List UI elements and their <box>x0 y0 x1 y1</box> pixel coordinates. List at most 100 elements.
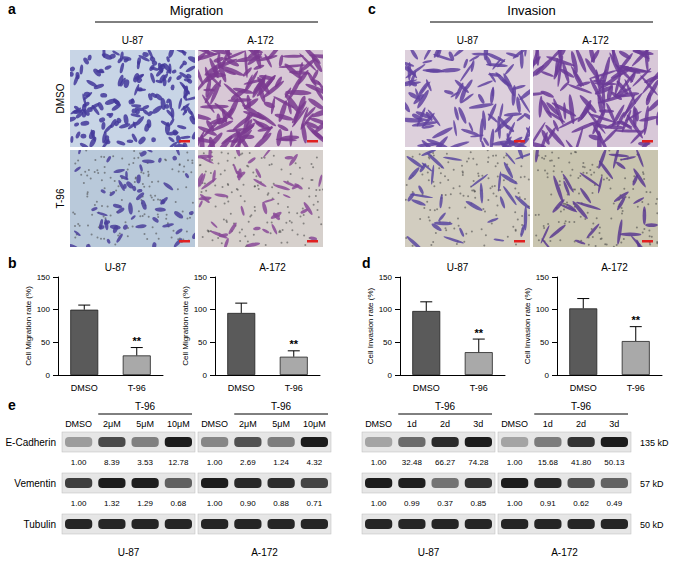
svg-text:1.00: 1.00 <box>71 458 87 467</box>
svg-text:0.49: 0.49 <box>607 499 623 508</box>
svg-text:74.28: 74.28 <box>468 458 489 467</box>
svg-text:A-172: A-172 <box>251 547 278 558</box>
svg-text:5μM: 5μM <box>136 419 154 429</box>
svg-text:32.48: 32.48 <box>402 458 423 467</box>
svg-text:1.00: 1.00 <box>207 499 223 508</box>
svg-text:1.00: 1.00 <box>507 458 523 467</box>
svg-text:A-172: A-172 <box>601 262 628 273</box>
svg-text:1.00: 1.00 <box>507 499 523 508</box>
svg-text:d: d <box>362 255 371 271</box>
svg-text:0: 0 <box>46 371 51 380</box>
svg-text:U-87: U-87 <box>122 35 144 46</box>
svg-text:A-172: A-172 <box>551 547 578 558</box>
svg-text:2.69: 2.69 <box>240 458 256 467</box>
svg-text:1.00: 1.00 <box>371 499 387 508</box>
svg-text:0.85: 0.85 <box>471 499 487 508</box>
svg-text:U-87: U-87 <box>457 35 479 46</box>
svg-text:T-96: T-96 <box>435 401 455 412</box>
svg-text:0.88: 0.88 <box>273 499 289 508</box>
svg-text:T-96: T-96 <box>470 383 488 393</box>
svg-text:135 kD: 135 kD <box>640 438 669 448</box>
svg-text:1.00: 1.00 <box>371 458 387 467</box>
svg-text:1.00: 1.00 <box>71 499 87 508</box>
svg-text:**: ** <box>289 338 298 350</box>
svg-text:0.71: 0.71 <box>307 499 323 508</box>
svg-text:57 kD: 57 kD <box>640 479 664 489</box>
svg-text:DMSO: DMSO <box>228 383 255 393</box>
svg-text:0: 0 <box>545 371 550 380</box>
svg-text:1d: 1d <box>407 419 417 429</box>
svg-text:Migration: Migration <box>170 3 223 18</box>
svg-text:U-87: U-87 <box>447 262 469 273</box>
svg-text:**: ** <box>631 314 640 326</box>
svg-text:0.37: 0.37 <box>437 499 453 508</box>
svg-text:U-87: U-87 <box>105 262 127 273</box>
svg-text:a: a <box>8 1 16 17</box>
svg-text:50: 50 <box>41 338 50 347</box>
svg-text:1.00: 1.00 <box>207 458 223 467</box>
svg-text:T-96: T-96 <box>285 383 303 393</box>
svg-text:2μM: 2μM <box>239 419 257 429</box>
svg-text:0.68: 0.68 <box>171 499 187 508</box>
svg-text:2μM: 2μM <box>103 419 121 429</box>
svg-text:A-172: A-172 <box>259 262 286 273</box>
svg-text:50: 50 <box>540 338 549 347</box>
svg-text:E-Cadherin: E-Cadherin <box>5 437 56 448</box>
svg-text:**: ** <box>474 327 483 339</box>
svg-text:Cell Migration rate (%): Cell Migration rate (%) <box>24 286 33 366</box>
svg-text:50: 50 <box>383 338 392 347</box>
svg-text:0: 0 <box>203 371 208 380</box>
svg-text:T-96: T-96 <box>271 401 291 412</box>
svg-text:DMSO: DMSO <box>365 419 392 429</box>
svg-text:10μM: 10μM <box>303 419 326 429</box>
svg-text:**: ** <box>132 335 141 347</box>
svg-text:Invasion: Invasion <box>507 3 555 18</box>
svg-text:0.62: 0.62 <box>573 499 589 508</box>
svg-text:50 kD: 50 kD <box>640 520 664 530</box>
svg-text:150: 150 <box>37 273 51 282</box>
svg-text:100: 100 <box>536 305 550 314</box>
svg-text:66.27: 66.27 <box>435 458 456 467</box>
svg-text:0.90: 0.90 <box>240 499 256 508</box>
svg-text:Tubulin: Tubulin <box>24 519 56 530</box>
svg-text:2d: 2d <box>440 419 450 429</box>
svg-text:T-96: T-96 <box>627 383 645 393</box>
svg-text:A-172: A-172 <box>582 35 609 46</box>
svg-text:0: 0 <box>388 371 393 380</box>
svg-text:5μM: 5μM <box>272 419 290 429</box>
svg-text:1d: 1d <box>543 419 553 429</box>
svg-text:12.78: 12.78 <box>168 458 189 467</box>
svg-text:T-96: T-96 <box>571 401 591 412</box>
svg-text:Cell Invasion rate (%): Cell Invasion rate (%) <box>366 287 375 364</box>
svg-text:1.32: 1.32 <box>104 499 120 508</box>
svg-text:15.68: 15.68 <box>538 458 559 467</box>
svg-text:T-96: T-96 <box>55 188 66 208</box>
svg-text:150: 150 <box>194 273 208 282</box>
svg-text:3d: 3d <box>473 419 483 429</box>
svg-text:DMSO: DMSO <box>413 383 440 393</box>
svg-text:Cell Migration rate (%): Cell Migration rate (%) <box>181 286 190 366</box>
svg-text:U-87: U-87 <box>118 547 140 558</box>
svg-text:100: 100 <box>194 305 208 314</box>
svg-text:U-87: U-87 <box>418 547 440 558</box>
svg-text:10μM: 10μM <box>167 419 190 429</box>
svg-text:3d: 3d <box>609 419 619 429</box>
svg-text:1.24: 1.24 <box>273 458 289 467</box>
svg-text:DMSO: DMSO <box>570 383 597 393</box>
svg-text:150: 150 <box>379 273 393 282</box>
svg-text:DMSO: DMSO <box>501 419 528 429</box>
svg-text:DMSO: DMSO <box>55 83 66 113</box>
svg-text:DMSO: DMSO <box>65 419 92 429</box>
svg-text:50: 50 <box>198 338 207 347</box>
svg-text:e: e <box>8 397 16 413</box>
svg-text:Cell Invasion rate (%): Cell Invasion rate (%) <box>523 287 532 364</box>
svg-text:0.99: 0.99 <box>404 499 420 508</box>
svg-text:2d: 2d <box>576 419 586 429</box>
svg-text:b: b <box>8 255 17 271</box>
svg-text:3.53: 3.53 <box>137 458 153 467</box>
svg-text:T-96: T-96 <box>128 383 146 393</box>
svg-text:DMSO: DMSO <box>201 419 228 429</box>
svg-text:1.29: 1.29 <box>137 499 153 508</box>
svg-text:DMSO: DMSO <box>71 383 98 393</box>
svg-text:100: 100 <box>379 305 393 314</box>
